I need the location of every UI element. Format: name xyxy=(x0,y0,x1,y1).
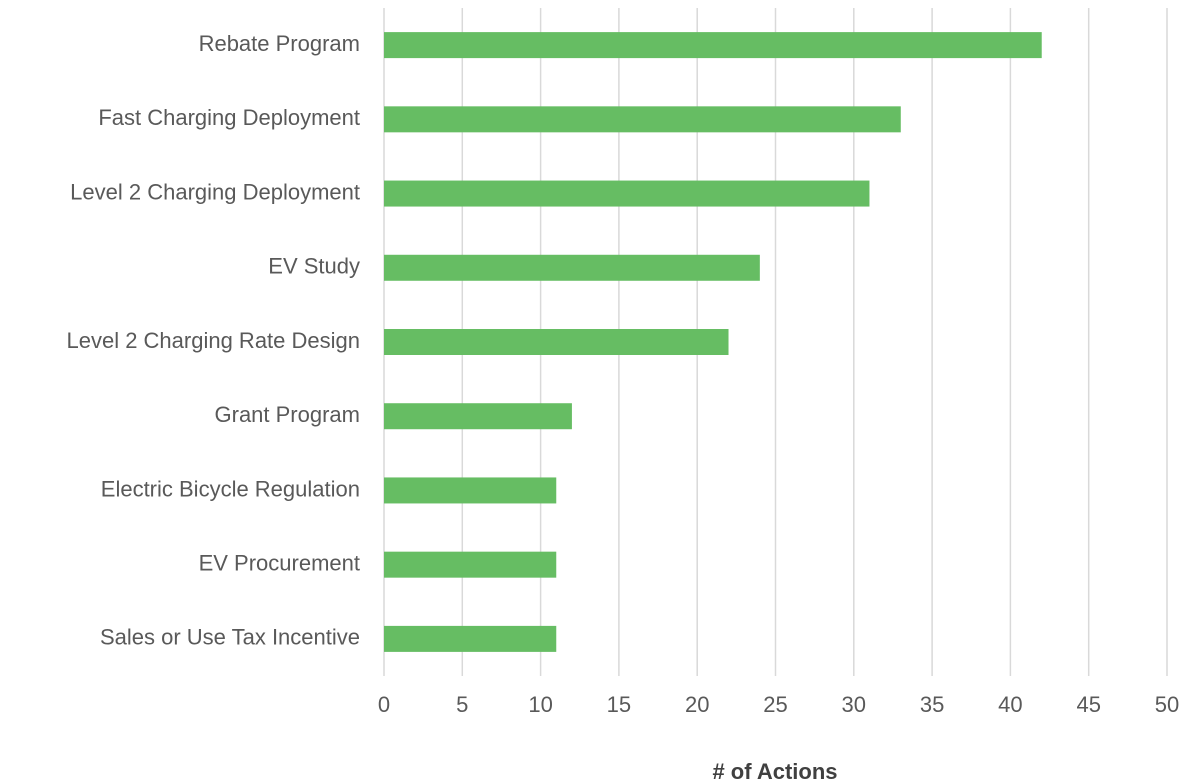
y-tick-label: Rebate Program xyxy=(199,31,360,56)
y-tick-label: Grant Program xyxy=(215,402,361,427)
x-tick-label: 10 xyxy=(528,692,552,717)
bar xyxy=(384,625,557,652)
x-tick-label: 35 xyxy=(920,692,944,717)
x-tick-label: 20 xyxy=(685,692,709,717)
x-tick-label: 50 xyxy=(1155,692,1179,717)
bar xyxy=(384,254,760,281)
y-tick-label: Fast Charging Deployment xyxy=(98,105,360,130)
x-tick-label: 0 xyxy=(378,692,390,717)
bar xyxy=(384,551,557,578)
x-tick-label: 45 xyxy=(1076,692,1100,717)
y-tick-label: Electric Bicycle Regulation xyxy=(101,476,360,501)
x-tick-label: 5 xyxy=(456,692,468,717)
y-tick-label: Level 2 Charging Rate Design xyxy=(66,328,360,353)
bar xyxy=(384,106,901,133)
y-tick-label: EV Procurement xyxy=(199,550,360,575)
x-tick-label: 30 xyxy=(842,692,866,717)
x-tick-label: 40 xyxy=(998,692,1022,717)
bar xyxy=(384,32,1042,59)
y-tick-label: Level 2 Charging Deployment xyxy=(70,179,360,204)
bar xyxy=(384,403,572,430)
bar xyxy=(384,477,557,504)
x-axis-title: # of Actions xyxy=(712,759,837,784)
bar xyxy=(384,329,729,355)
y-tick-label: EV Study xyxy=(268,254,360,279)
x-tick-label: 15 xyxy=(607,692,631,717)
bar xyxy=(384,180,870,207)
x-tick-label: 25 xyxy=(763,692,787,717)
y-tick-label: Sales or Use Tax Incentive xyxy=(100,625,360,650)
